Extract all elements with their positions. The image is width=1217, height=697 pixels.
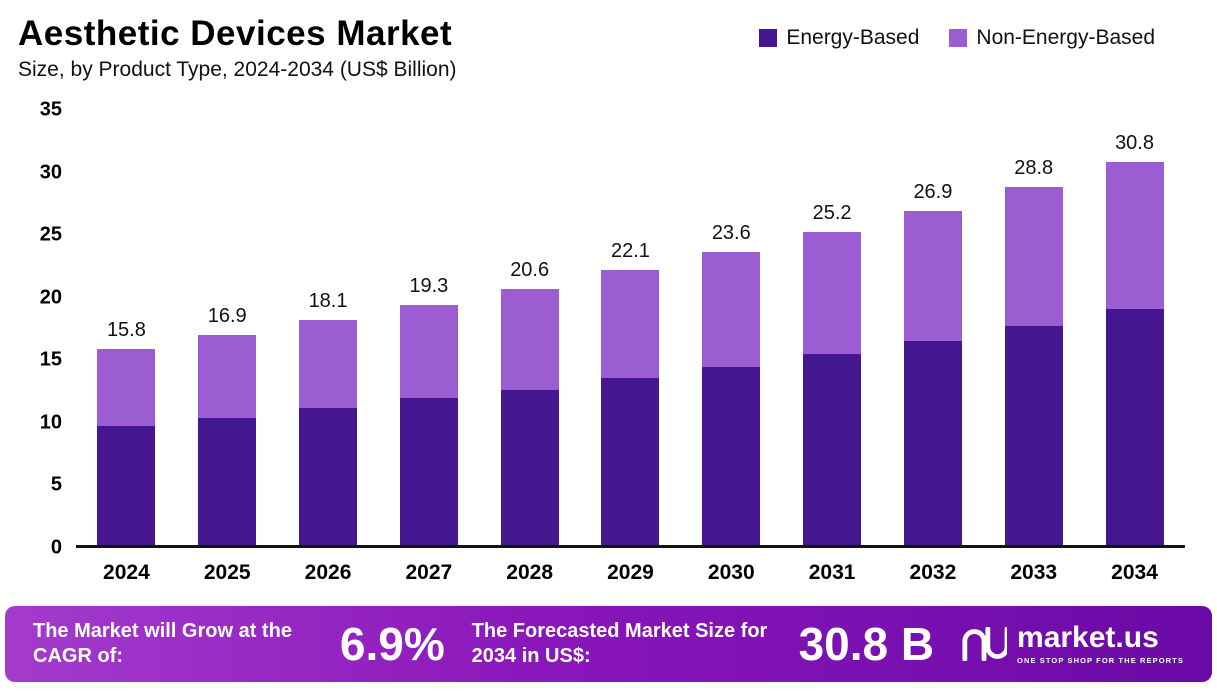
stacked-bar — [1004, 187, 1063, 545]
chart-header: Aesthetic Devices Market Size, by Produc… — [0, 10, 1217, 106]
bar-segment-non-energy-based — [500, 288, 559, 390]
bar-total-label: 30.8 — [1115, 132, 1154, 155]
forecast-value: 30.8 B — [798, 618, 935, 670]
bar-group: 30.8 2034 — [1105, 110, 1164, 584]
y-axis-tick-label: 35 — [39, 98, 62, 121]
bar-total-label: 22.1 — [611, 240, 650, 263]
bar-total-label: 28.8 — [1014, 157, 1054, 180]
chart-legend: Energy-Based Non-Energy-Based — [759, 26, 1155, 50]
stacked-bar — [903, 210, 962, 545]
bar-segment-energy-based — [601, 378, 660, 545]
bar-group: 19.3 2027 — [399, 110, 458, 584]
bar-group: 28.8 2033 — [1004, 110, 1063, 584]
legend-label: Non-Energy-Based — [976, 26, 1155, 49]
bar-segment-energy-based — [1105, 308, 1164, 545]
y-axis-tick-label: 0 — [50, 536, 62, 559]
footer-banner: The Market will Grow at the CAGR of: 6.9… — [5, 606, 1212, 682]
bar-group: 23.6 2030 — [702, 110, 761, 584]
bar-segment-energy-based — [198, 418, 257, 545]
stacked-bar — [803, 231, 862, 545]
y-axis-tick-label: 5 — [50, 473, 62, 496]
x-axis-category-label: 2030 — [707, 561, 755, 584]
stacked-bar — [500, 288, 559, 545]
bar-segment-energy-based — [97, 425, 156, 545]
stacked-bar — [399, 305, 458, 545]
bar-segment-non-energy-based — [399, 305, 458, 399]
x-axis-category-label: 2027 — [405, 561, 453, 584]
legend-item: Energy-Based — [759, 26, 919, 50]
bar-group: 16.9 2025 — [198, 110, 257, 584]
bar-total-label: 18.1 — [308, 290, 348, 313]
stacked-bar — [702, 251, 761, 545]
stacked-bar — [1105, 162, 1164, 545]
legend-swatch — [759, 29, 778, 47]
bar-group: 18.1 2026 — [299, 110, 358, 584]
brand-block: market.us ONE STOP SHOP FOR THE REPORTS — [961, 623, 1184, 665]
bar-segment-non-energy-based — [198, 334, 257, 419]
brand-text: market.us ONE STOP SHOP FOR THE REPORTS — [1017, 623, 1184, 665]
brand-name: market.us — [1017, 621, 1159, 655]
bar-segment-energy-based — [299, 408, 358, 545]
stacked-bar — [601, 270, 660, 545]
market-us-logo-icon — [962, 627, 1008, 661]
bar-segment-non-energy-based — [299, 320, 358, 409]
forecast-label: The Forecasted Market Size for 2034 in U… — [471, 620, 768, 667]
plot-area: 15.8 2024 16.9 2025 18.1 2026 19.3 2027 20.6 2028… — [76, 110, 1185, 584]
y-axis-tick-label: 30 — [39, 161, 62, 184]
bar-segment-energy-based — [500, 389, 559, 545]
bar-segment-non-energy-based — [97, 348, 156, 426]
page-title: Aesthetic Devices Market — [18, 14, 453, 53]
x-axis-category-label: 2028 — [506, 561, 554, 584]
bar-segment-non-energy-based — [702, 251, 761, 368]
bar-segment-energy-based — [1004, 326, 1063, 545]
page-subtitle: Size, by Product Type, 2024-2034 (US$ Bi… — [18, 58, 457, 81]
bar-segment-non-energy-based — [1105, 162, 1164, 309]
y-axis-tick-label: 20 — [39, 286, 62, 309]
bar-total-label: 16.9 — [207, 304, 247, 327]
bar-total-label: 20.6 — [510, 258, 550, 281]
bar-total-label: 19.3 — [409, 275, 449, 298]
cagr-value: 6.9% — [339, 618, 445, 670]
legend-label: Energy-Based — [786, 26, 920, 49]
bar-segment-energy-based — [803, 353, 862, 545]
bar-segment-non-energy-based — [1004, 187, 1063, 327]
bar-total-label: 15.8 — [106, 318, 146, 341]
x-axis-category-label: 2024 — [103, 561, 150, 584]
x-axis-category-label: 2034 — [1111, 561, 1158, 584]
bar-group: 22.1 2029 — [601, 110, 660, 584]
bar-group: 26.9 2032 — [903, 110, 962, 584]
y-axis-tick-label: 10 — [39, 411, 62, 434]
stacked-bar — [97, 348, 156, 545]
y-axis: 0 5 10 15 20 25 30 35 — [12, 99, 68, 559]
x-axis-category-label: 2026 — [304, 561, 352, 584]
bar-segment-energy-based — [399, 398, 458, 545]
bar-total-label: 25.2 — [812, 201, 852, 224]
brand-tagline: ONE STOP SHOP FOR THE REPORTS — [1017, 656, 1184, 666]
legend-item: Non-Energy-Based — [949, 26, 1155, 50]
bar-group: 15.8 2024 — [97, 110, 156, 584]
y-axis-tick-label: 25 — [39, 223, 62, 246]
x-axis-category-label: 2029 — [607, 561, 654, 584]
x-axis-category-label: 2032 — [909, 561, 957, 584]
x-axis-category-label: 2033 — [1010, 561, 1058, 584]
legend-swatch — [949, 29, 968, 47]
y-axis-tick-label: 15 — [39, 348, 62, 371]
stacked-bar — [299, 320, 358, 545]
x-axis-category-label: 2025 — [203, 561, 251, 584]
bar-total-label: 23.6 — [711, 221, 751, 244]
bar-group: 20.6 2028 — [500, 110, 559, 584]
bar-segment-energy-based — [903, 341, 962, 545]
bar-segment-non-energy-based — [601, 270, 660, 379]
bar-segment-energy-based — [702, 367, 761, 545]
cagr-label: The Market will Grow at the CAGR of: — [33, 620, 292, 667]
bar-segment-non-energy-based — [803, 231, 862, 354]
bar-segment-non-energy-based — [903, 210, 962, 342]
bar-group: 25.2 2031 — [803, 110, 862, 584]
x-axis-category-label: 2031 — [808, 561, 856, 584]
bar-total-label: 26.9 — [913, 180, 953, 203]
stacked-bar — [198, 334, 257, 545]
chart-area: 0 5 10 15 20 25 30 35 15.8 2024 16.9 2025 18.1 2026 1… — [12, 99, 1185, 584]
